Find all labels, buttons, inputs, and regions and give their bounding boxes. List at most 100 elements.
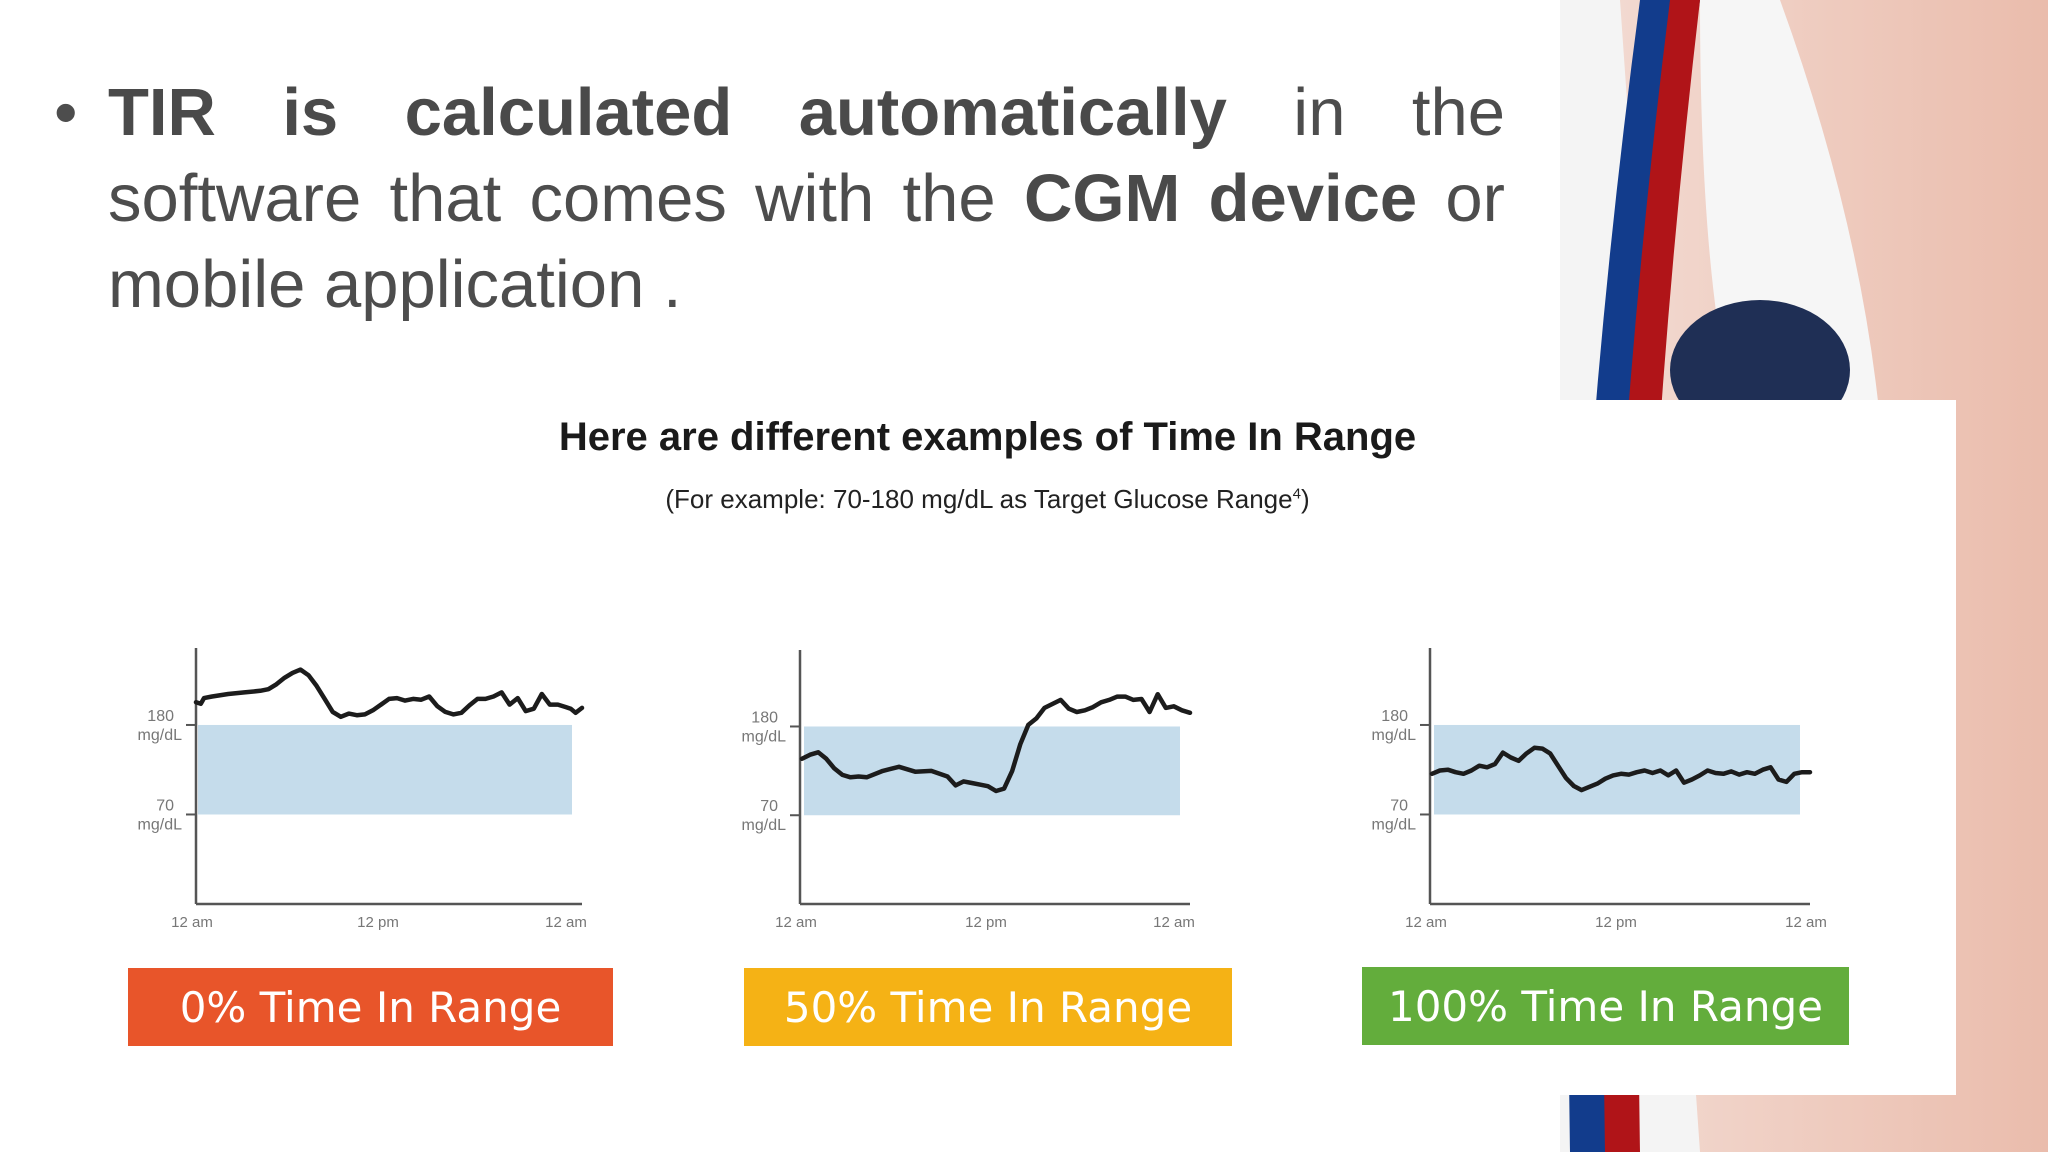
glucose-data-point [1619,772,1623,776]
y-tick-label-unit: mg/dL [138,816,183,833]
glucose-data-point [1026,723,1030,727]
glucose-data-point [1706,769,1710,773]
glucose-data-point [580,706,584,710]
glucose-data-point [808,753,812,757]
glucose-data-point [800,757,804,761]
panel-subtitle-sup: 4 [1292,485,1301,503]
glucose-data-point [1564,776,1568,780]
glucose-data-point [1769,765,1773,769]
glucose-data-point [1517,759,1521,763]
glucose-data-point [978,783,982,787]
target-range-band [198,724,572,815]
glucose-data-point [1099,700,1103,704]
y-tick-label-unit: mg/dL [742,728,787,745]
glucose-data-point [459,711,463,715]
x-tick-label: 12 am [1153,914,1195,931]
glucose-data-point [1595,782,1599,786]
x-tick-label: 12 am [171,914,213,931]
glucose-data-point [1627,773,1631,777]
glucose-data-point [291,671,294,675]
glucose-data-point [1002,787,1006,791]
glucose-data-point [1156,692,1160,696]
glucose-data-point [556,703,560,707]
badge-100-percent: 100% Time In Range [1362,967,1849,1045]
glucose-data-point [1548,751,1552,755]
y-tick-label-unit: mg/dL [1372,727,1417,744]
x-tick-label: 12 pm [357,914,399,931]
badge-0-percent: 0% Time In Range [128,968,613,1046]
glucose-data-point [929,769,933,773]
glucose-data-point [970,781,974,785]
bullet-bold-1: TIR is calculated automatically [108,75,1227,150]
glucose-data-point [1777,777,1780,781]
glucose-data-point [226,692,230,696]
glucose-data-point [1643,769,1647,773]
glucose-data-point [315,684,319,688]
glucose-data-point [1588,785,1591,789]
glucose-data-point [419,698,423,702]
panel-title: Here are different examples of Time In R… [558,415,1417,459]
y-tick-label-value: 70 [1390,797,1408,814]
glucose-data-point [1172,704,1176,708]
glucose-data-point [1115,695,1119,699]
bullet-point: • TIR is calculated automatically in the… [54,70,1505,328]
glucose-data-point [849,775,852,779]
glucose-data-point [1572,784,1576,788]
badge-50-percent: 50% Time In Range [744,968,1232,1046]
glucose-data-point [1721,772,1725,776]
glucose-data-point [194,700,198,704]
glucose-data-point [1603,777,1607,781]
glucose-data-point [1658,769,1662,773]
glucose-data-point [1493,762,1497,766]
glucose-data-point [1131,698,1135,702]
glucose-data-point [363,712,367,716]
glucose-data-point [1651,771,1654,775]
glucose-data-point [1698,773,1702,777]
glucose-data-point [403,699,407,703]
glucose-data-point [1737,773,1741,777]
x-tick-label: 12 am [775,914,817,931]
glucose-data-point [1532,746,1536,750]
glucose-data-point [1446,768,1450,772]
x-tick-label: 12 am [1405,914,1447,931]
glucose-data-point [532,707,536,711]
bullet-text: TIR is calculated automatically in the s… [108,70,1505,328]
glucose-data-point [840,773,844,777]
tir-charts: 180 mg/dL 70 mg/dL 12 am 12 pm 12 am 180 mg/dL 70… [138,648,1827,931]
glucose-data-point [1438,769,1442,773]
x-tick-label: 12 am [1785,914,1827,931]
y-tick-label-value: 70 [156,797,174,814]
x-tick-label: 12 am [545,914,587,931]
glucose-data-point [1745,770,1749,774]
y-tick-label-value: 70 [760,798,778,815]
glucose-data-point [832,766,836,770]
glucose-data-point [467,703,471,707]
glucose-data-point [451,712,455,716]
glucose-data-point [1753,772,1757,776]
glucose-data-point [1635,770,1639,774]
glucose-data-point [492,694,496,698]
glucose-data-point [962,779,966,783]
glucose-data-point [274,682,278,686]
glucose-data-point [824,757,828,761]
y-tick-label-value: 180 [1381,708,1408,725]
glucose-data-point [242,690,246,694]
badge-100-label: 100% Time In Range [1387,981,1824,1031]
glucose-data-point [1018,742,1022,746]
glucose-data-point [1123,695,1127,699]
glucose-data-point [1075,710,1079,714]
glucose-data-point [1611,773,1615,777]
glucose-data-point [881,769,885,773]
glucose-data-point [258,689,262,693]
glucose-data-point [548,703,552,707]
glucose-data-point [299,668,303,672]
glucose-data-point [1580,788,1584,792]
glucose-data-point [1469,769,1473,773]
glucose-data-point [347,712,351,716]
glucose-data-point [1462,772,1465,776]
glucose-data-point [427,694,431,698]
glucose-series-line [193,667,585,720]
glucose-data-point [508,703,512,707]
glucose-data-point [202,696,206,700]
glucose-data-point [395,696,399,700]
